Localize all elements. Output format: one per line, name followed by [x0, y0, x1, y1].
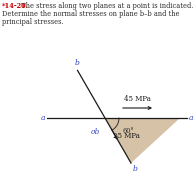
Text: 60°: 60° — [123, 127, 134, 135]
Text: 45 MPa: 45 MPa — [124, 95, 151, 103]
Polygon shape — [105, 118, 180, 163]
Text: Determine the normal stresses on plane b–b and the: Determine the normal stresses on plane b… — [2, 10, 179, 18]
Text: The stress along two planes at a point is indicated.: The stress along two planes at a point i… — [17, 2, 193, 10]
Text: principal stresses.: principal stresses. — [2, 18, 64, 26]
Text: 25 MPa: 25 MPa — [113, 132, 140, 140]
Text: *14-20.: *14-20. — [2, 2, 29, 10]
Text: b: b — [75, 59, 80, 67]
Text: σb: σb — [91, 128, 100, 136]
Text: a: a — [189, 114, 193, 122]
Text: b: b — [133, 165, 138, 173]
Text: a: a — [41, 114, 45, 122]
